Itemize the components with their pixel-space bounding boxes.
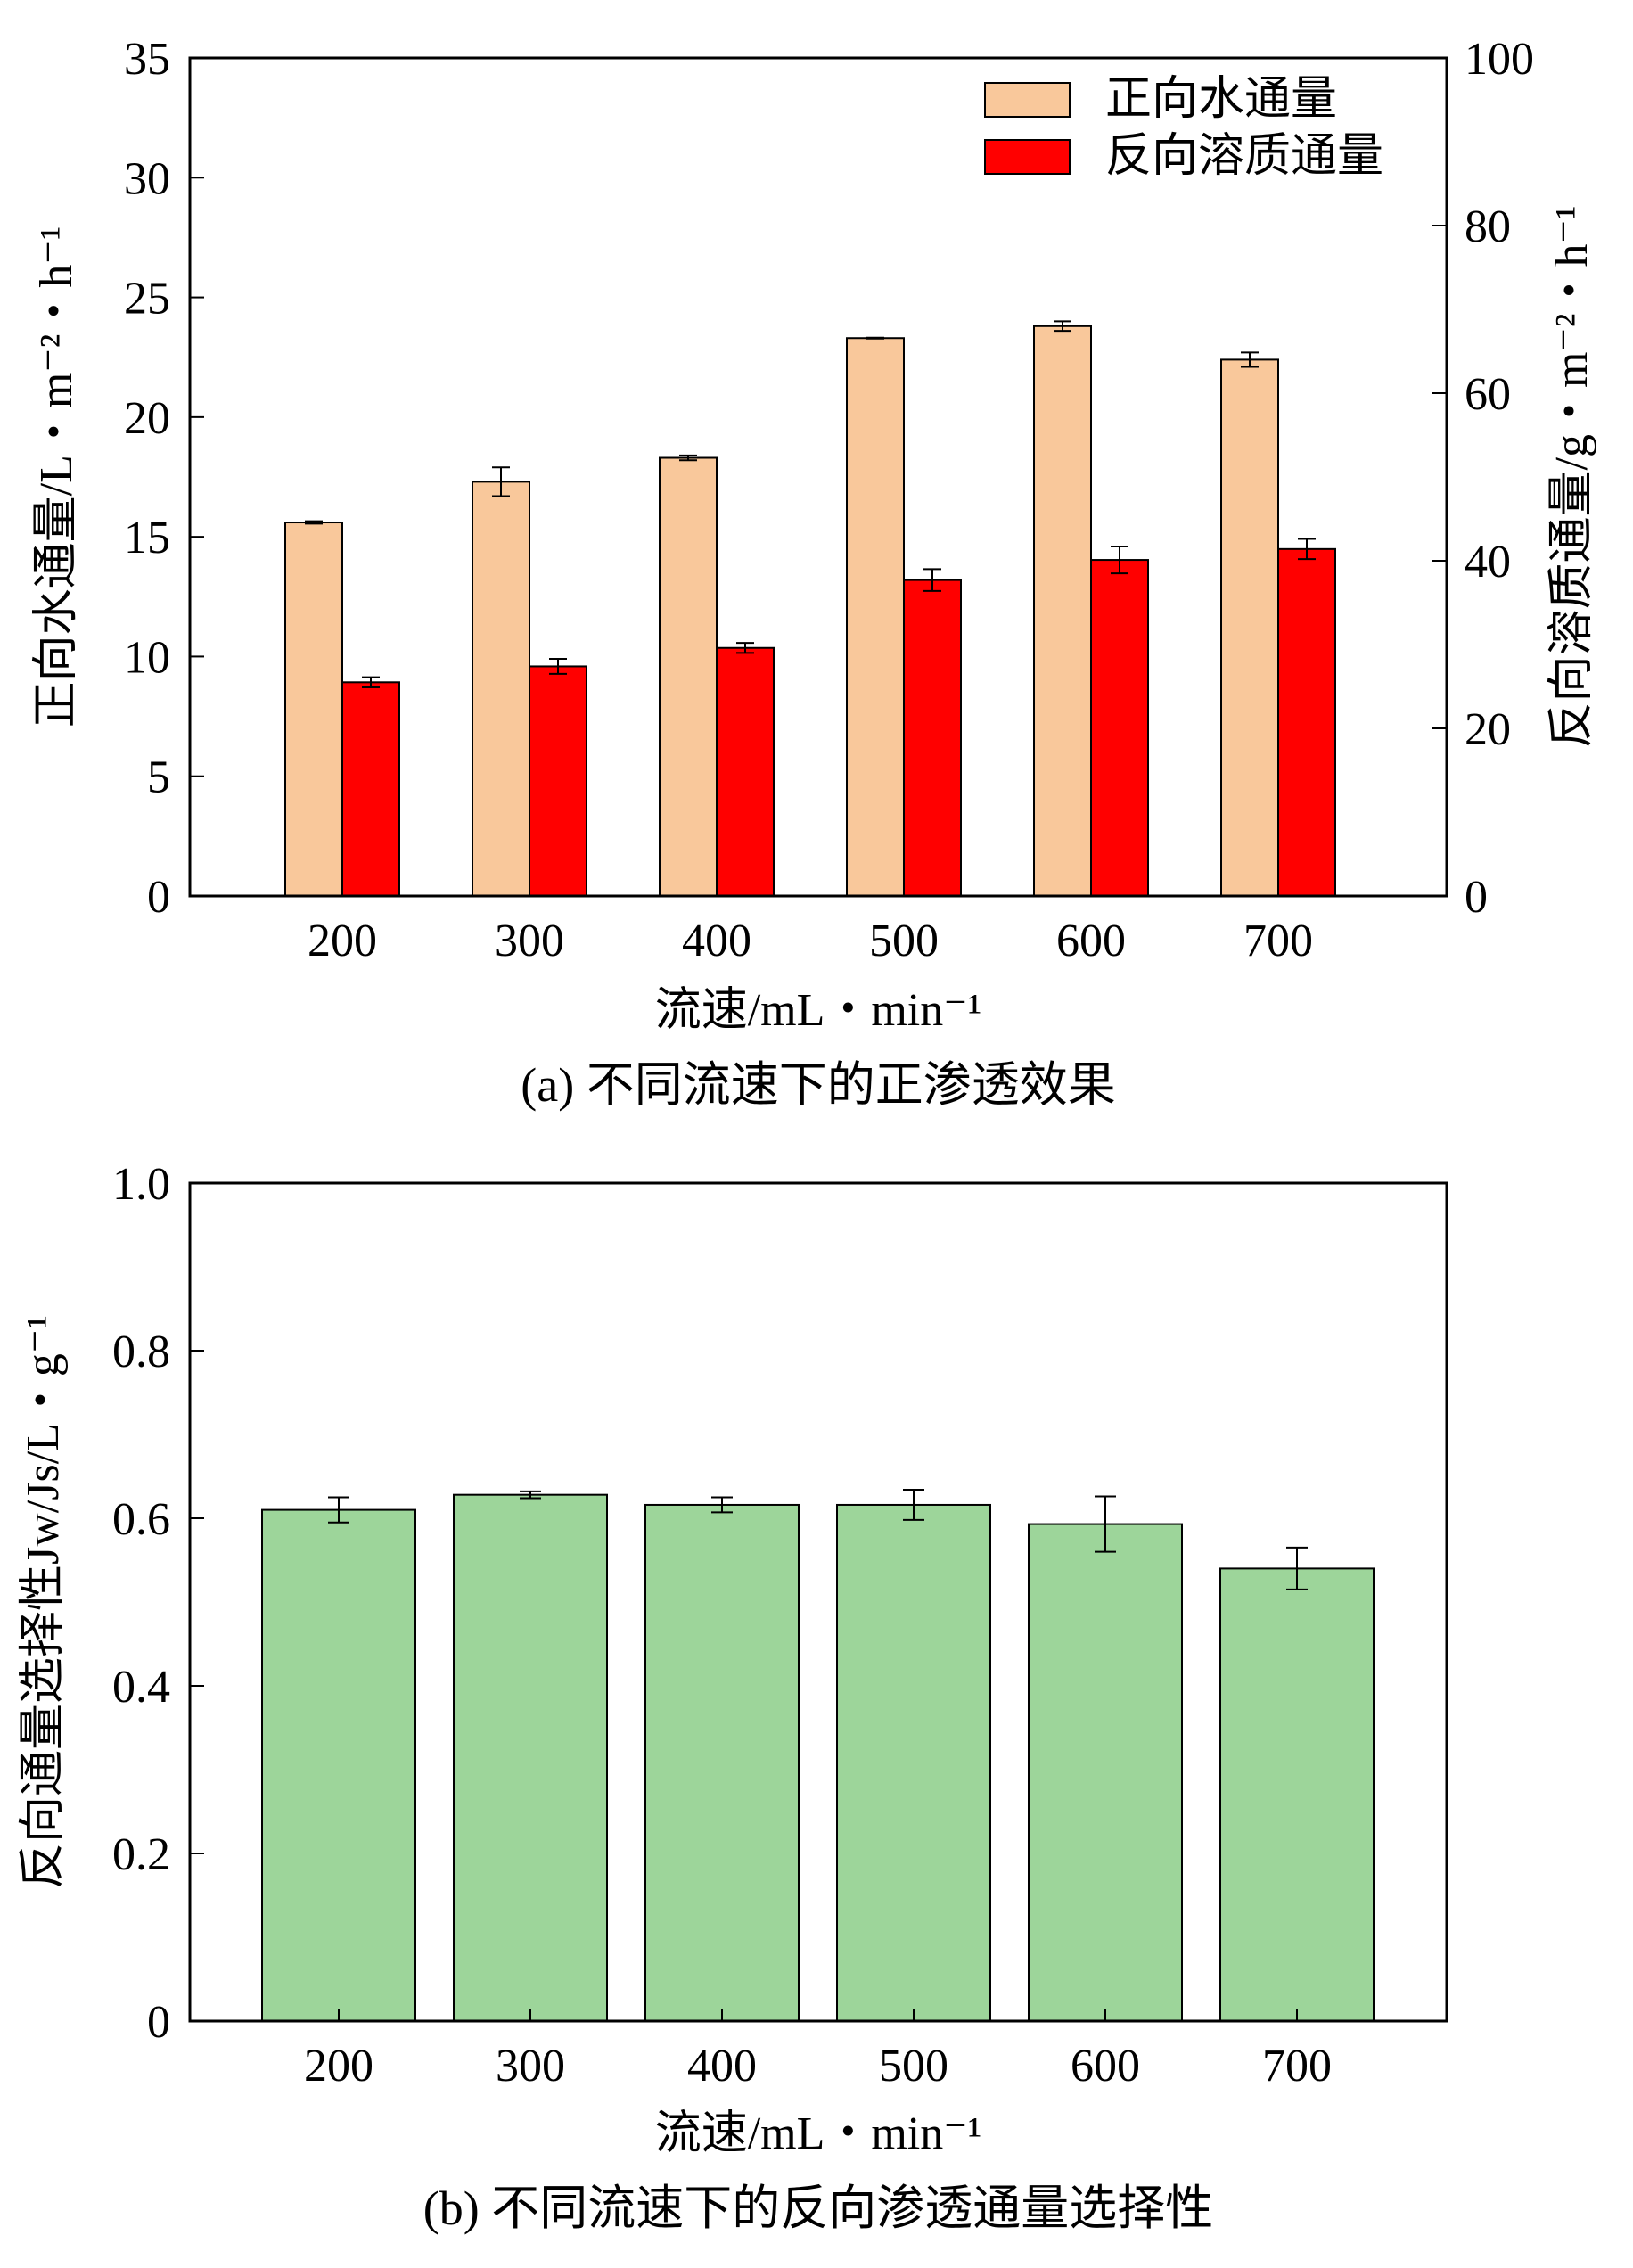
chart-b-y-tick-label: 0.8 [112, 1327, 170, 1377]
bar-selectivity-600 [1028, 1523, 1183, 2022]
chart-a-y-left-tick-label: 35 [124, 34, 170, 85]
chart-a-y-left-tick-label: 0 [147, 872, 170, 923]
chart-b-y-tick-label: 0.4 [112, 1662, 170, 1713]
chart-a-y-right-tick-label: 20 [1465, 704, 1511, 755]
bar-selectivity-300 [453, 1493, 608, 2023]
chart-b-x-axis-label: 流速/mL・min⁻¹ [655, 2108, 982, 2159]
bar-solute-flux-500 [903, 579, 962, 897]
chart-a-y-left-tick-label: 10 [124, 632, 170, 683]
error-bar-selectivity-300 [520, 1490, 541, 1500]
chart-a-x-tick-label: 200 [308, 916, 377, 966]
error-bar-water-flux-500 [866, 336, 884, 340]
chart-a-flux: 0 5 10 15 20 25 30 35 0 20 40 60 80 100 200 300 400 500… [31, 34, 1597, 1112]
chart-a-x-tick-label: 400 [682, 916, 751, 966]
chart-a-x-tick-label: 500 [869, 916, 939, 966]
error-bar-solute-flux-200 [362, 676, 380, 688]
chart-a-y-right-tick-label: 60 [1465, 369, 1511, 420]
error-bar-solute-flux-700 [1298, 538, 1316, 561]
error-bar-water-flux-200 [305, 520, 323, 525]
chart-a-y-right-tick-label: 40 [1465, 537, 1511, 588]
chart-b-y-tick-label: 0.6 [112, 1494, 170, 1545]
chart-a-caption: (a) 不同流速下的正渗透效果 [521, 1058, 1115, 1112]
chart-a-plot-frame [188, 56, 1448, 898]
chart-b-y-axis-label: 反向通量选择性Jw/Js/L・g⁻¹ [18, 1315, 69, 1889]
chart-a-y-left-tick-label: 20 [124, 393, 170, 444]
error-bar-water-flux-300 [492, 466, 510, 497]
bar-selectivity-400 [644, 1503, 800, 2022]
chart-b-plot-frame [188, 1181, 1448, 2023]
bar-selectivity-700 [1219, 1567, 1375, 2023]
bar-water-flux-500 [846, 337, 905, 897]
chart-a-x-axis-label: 流速/mL・min⁻¹ [655, 985, 982, 1036]
chart-b-y-tick-label: 1.0 [112, 1159, 170, 1210]
bar-solute-flux-300 [529, 665, 587, 897]
error-bar-water-flux-700 [1241, 351, 1259, 368]
error-bar-solute-flux-300 [549, 657, 567, 675]
bar-water-flux-400 [659, 456, 718, 897]
chart-a-y-left-tick-label: 5 [147, 752, 170, 803]
chart-a-y-left-tick-label: 25 [124, 274, 170, 325]
bar-solute-flux-200 [341, 681, 400, 897]
chart-b-caption: (b) 不同流速下的反向渗透通量选择性 [423, 2182, 1213, 2235]
bar-solute-flux-700 [1277, 547, 1336, 898]
bar-water-flux-700 [1220, 358, 1279, 897]
chart-b-x-tick-label: 200 [304, 2041, 373, 2091]
chart-a-y-left-tick-label: 15 [124, 513, 170, 563]
chart-b-y-tick-label: 0 [147, 1997, 170, 2048]
bar-water-flux-300 [472, 481, 530, 897]
error-bar-water-flux-600 [1054, 320, 1071, 333]
chart-b-x-tick-label: 300 [496, 2041, 565, 2091]
chart-a-y-right-tick-label: 100 [1465, 34, 1534, 85]
bar-water-flux-600 [1033, 325, 1092, 897]
error-bar-solute-flux-600 [1111, 546, 1128, 575]
chart-b-selectivity: 0 0.2 0.4 0.6 0.8 1.0 200 300 400 500 600 700 反向通量… [18, 1159, 1448, 2235]
chart-a-y-left-tick-label: 30 [124, 153, 170, 204]
chart-a-x-tick-label: 700 [1243, 916, 1313, 966]
legend-label-solute-flux: 反向溶质通量 [1105, 131, 1383, 182]
chart-a-y-right-tick-label: 80 [1465, 201, 1511, 252]
chart-b-x-tick-label: 500 [879, 2041, 948, 2091]
bar-selectivity-500 [836, 1503, 991, 2022]
chart-a-y-axis-label-right: 反向溶质通量/g・m⁻²・h⁻¹ [1547, 206, 1597, 749]
chart-a-x-tick-label: 300 [495, 916, 564, 966]
chart-a-x-tick-label: 600 [1056, 916, 1126, 966]
chart-b-x-tick-label: 700 [1262, 2041, 1332, 2091]
error-bar-selectivity-600 [1095, 1495, 1116, 1553]
bar-water-flux-200 [284, 522, 343, 897]
error-bar-water-flux-400 [679, 454, 697, 462]
chart-a-legend: 正向水通量 反向溶质通量 [984, 74, 1383, 182]
bar-solute-flux-400 [716, 646, 775, 897]
error-bar-selectivity-400 [711, 1496, 733, 1514]
bar-selectivity-200 [261, 1508, 416, 2022]
chart-b-x-tick-label: 400 [687, 2041, 757, 2091]
chart-a-y-right-tick-label: 0 [1465, 872, 1488, 923]
error-bar-selectivity-200 [328, 1496, 349, 1524]
legend-swatch-water-flux [984, 82, 1071, 118]
chart-b-y-tick-label: 0.2 [112, 1829, 170, 1880]
chart-b-x-tick-label: 600 [1071, 2041, 1140, 2091]
bar-solute-flux-600 [1090, 559, 1149, 897]
error-bar-solute-flux-400 [736, 642, 754, 654]
error-bar-selectivity-700 [1286, 1546, 1308, 1590]
error-bar-solute-flux-500 [923, 568, 941, 592]
legend-label-water-flux: 正向水通量 [1105, 74, 1337, 125]
chart-a-y-axis-label-left: 正向水通量/L・m⁻²・h⁻¹ [31, 226, 82, 728]
error-bar-selectivity-500 [903, 1489, 924, 1521]
legend-swatch-solute-flux [984, 139, 1071, 175]
